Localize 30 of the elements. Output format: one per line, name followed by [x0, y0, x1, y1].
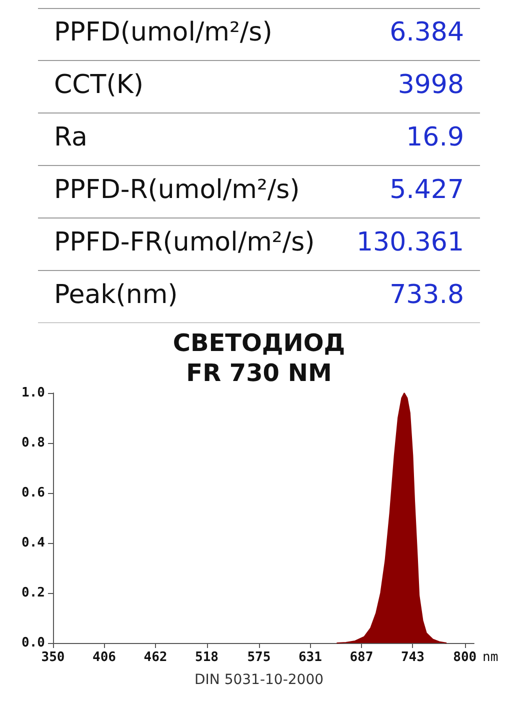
y-tick-label: 0.0	[22, 636, 46, 650]
x-tick-label: 575	[247, 650, 271, 665]
text: CCT(K)	[54, 70, 144, 100]
text: 5.427	[390, 174, 464, 205]
x-tick-label: 462	[144, 650, 168, 665]
text: PPFD-R(umol/m²/s)	[54, 174, 300, 205]
x-tick-label: 406	[92, 650, 116, 665]
text: DIN 5031-10-2000	[194, 672, 324, 688]
text: 733.8	[390, 280, 464, 310]
text: PPFD-FR(umol/m²/s)	[54, 227, 315, 258]
x-tick-label: 743	[400, 650, 424, 665]
x-tick-label: 631	[298, 650, 322, 665]
x-tick-label: 518	[195, 650, 219, 665]
x-axis-title: nm	[482, 650, 498, 665]
text: 130.361	[356, 227, 464, 258]
x-tick-label: 350	[41, 650, 65, 665]
y-tick-label: 0.2	[22, 586, 45, 600]
text: 16.9	[406, 122, 464, 152]
text: PPFD(umol/m²/s)	[54, 17, 272, 48]
chart-title: СВЕТОДИОД FR 730 NM	[172, 329, 346, 387]
x-tick-label: 687	[350, 650, 374, 665]
text: Ra	[54, 122, 88, 152]
text: 3998	[398, 70, 464, 100]
y-tick-label: 0.6	[22, 486, 46, 500]
y-tick-label: 0.4	[22, 536, 46, 550]
text: 6.384	[390, 17, 464, 48]
y-tick-label: 1.0	[22, 386, 46, 400]
x-tick-label: 800	[453, 650, 477, 665]
text: Peak(nm)	[54, 280, 178, 310]
y-tick-label: 0.8	[22, 436, 46, 450]
